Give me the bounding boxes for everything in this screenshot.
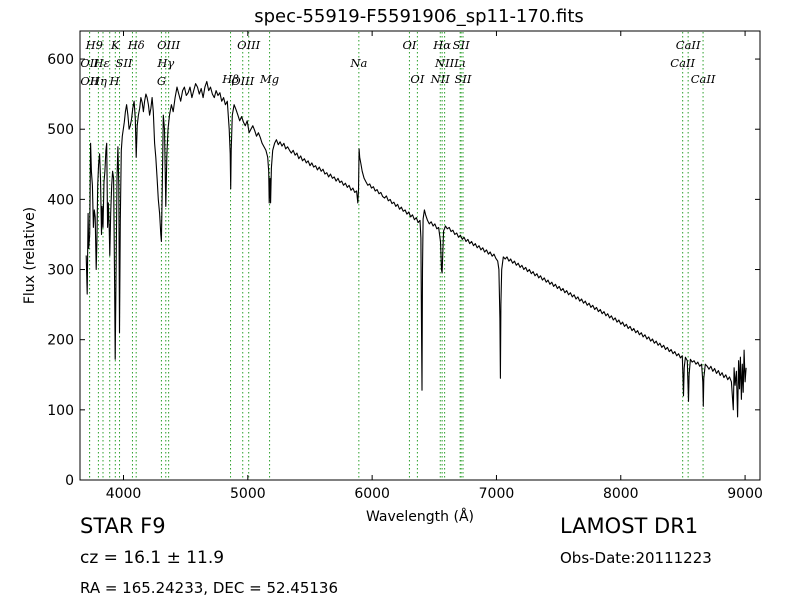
- spectral-line-label: OIII: [157, 38, 181, 52]
- x-tick-label: 8000: [603, 486, 639, 502]
- x-tick-label: 6000: [354, 486, 390, 502]
- spectral-line-label: Na: [349, 56, 367, 70]
- spectral-line-label: Lι: [453, 56, 466, 70]
- spectral-line-label: G: [157, 74, 166, 88]
- x-tick-label: 4000: [106, 486, 142, 502]
- y-tick-label: 400: [47, 192, 74, 208]
- y-tick-label: 600: [47, 52, 74, 68]
- y-tick-label: 500: [47, 122, 74, 138]
- x-tick-label: 7000: [479, 486, 515, 502]
- spectral-line-label: NII: [430, 72, 451, 86]
- spectral-line-label: Hε: [93, 56, 110, 70]
- x-tick-label: 5000: [230, 486, 266, 502]
- spectral-line-label: H: [109, 74, 121, 88]
- spectral-line-label: Mg: [259, 72, 279, 86]
- spectral-line-label: Hβ: [221, 72, 239, 86]
- y-tick-label: 300: [47, 263, 74, 279]
- ra-dec: RA = 165.24233, DEC = 52.45136: [80, 579, 339, 597]
- y-axis-label: Flux (relative): [22, 207, 38, 304]
- spectral-line-label: CaII: [676, 38, 701, 52]
- survey-name: LAMOST DR1: [560, 514, 699, 538]
- spectral-line-label: SII: [453, 38, 470, 52]
- spectral-line-label: OIII: [231, 74, 255, 88]
- obs-date: Obs-Date:20111223: [560, 549, 712, 567]
- spectral-line-label: NII: [434, 56, 455, 70]
- spectral-line-label: Hη: [89, 74, 107, 88]
- spectral-line-label: Hα: [432, 38, 451, 52]
- spectral-line-label: CaII: [691, 72, 716, 86]
- spectral-line-label: Hγ: [156, 56, 174, 70]
- spectral-line-label: OIII: [237, 38, 261, 52]
- spectral-line-label: Hδ: [127, 38, 145, 52]
- spectral-line-label: CaII: [670, 56, 695, 70]
- object-class: STAR F9: [80, 514, 166, 538]
- y-tick-label: 100: [47, 403, 74, 419]
- chart-title: spec-55919-F5591906_sp11-170.fits: [254, 6, 584, 27]
- spectral-line-label: H9: [85, 38, 103, 52]
- spectral-line-label: OII: [80, 74, 99, 88]
- spectral-line-label: OII: [80, 56, 99, 70]
- x-axis-label: Wavelength (Å): [366, 508, 474, 525]
- spectral-line-label: SII: [455, 72, 472, 86]
- redshift-cz: cz = 16.1 ± 11.9: [80, 548, 225, 568]
- spectrum-series-line: [85, 80, 747, 418]
- spectral-line-label: OI: [410, 72, 424, 86]
- spectral-line-label: OI: [402, 38, 416, 52]
- plot-frame: [79, 30, 761, 481]
- x-tick-label: 9000: [727, 486, 763, 502]
- spectral-line-label: SII: [115, 56, 132, 70]
- y-tick-label: 0: [65, 473, 74, 489]
- spectral-line-label: K: [110, 38, 121, 52]
- y-tick-label: 200: [47, 333, 74, 349]
